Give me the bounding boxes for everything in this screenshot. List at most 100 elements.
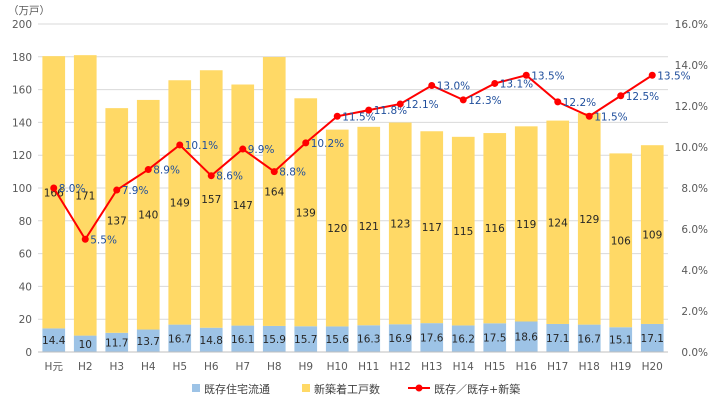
y-left-tick-label: 120 <box>12 150 32 162</box>
x-tick-label: H11 <box>358 361 379 373</box>
bar-existing <box>357 325 381 352</box>
bar-new-construction <box>294 98 318 327</box>
bar-new-construction-label: 116 <box>485 223 505 235</box>
bar-new-construction <box>42 56 66 329</box>
x-tick-label: H16 <box>516 361 538 373</box>
ratio-point <box>554 98 562 106</box>
x-tick-label: H8 <box>267 361 282 373</box>
y-right-tick-label: 2.0% <box>681 306 708 318</box>
y-axis-left: 0 20 40 60 80 100 120 140 160 180 200 <box>12 19 32 359</box>
bar-new-construction-label: 106 <box>611 235 631 247</box>
bar-new-construction <box>262 56 286 326</box>
x-tick-label: H3 <box>109 361 124 373</box>
bar-existing <box>168 324 192 352</box>
bar-existing-label: 16.3 <box>357 334 380 346</box>
ratio-line-path <box>52 74 653 242</box>
ratio-point-label: 11.5% <box>594 111 627 123</box>
ratio-point <box>459 96 467 104</box>
bar-new-construction-label: 140 <box>138 210 158 222</box>
bar-existing <box>262 325 286 352</box>
bar-existing-label: 11.7 <box>105 337 128 349</box>
bar-new-construction-label: 120 <box>327 223 347 235</box>
bar-existing-label: 16.9 <box>389 333 412 345</box>
x-tick-label: H2 <box>78 361 93 373</box>
bar-new-construction-label: 139 <box>296 207 316 219</box>
bar-new-construction-label: 157 <box>201 194 221 206</box>
legend-swatch-ratio-marker <box>415 384 423 392</box>
ratio-point <box>81 235 89 243</box>
ratio-point <box>617 92 625 100</box>
ratio-point-label: 13.5% <box>657 70 690 82</box>
ratio-point <box>113 186 121 194</box>
bar-new-construction-label: 137 <box>107 215 127 227</box>
bar-existing-label: 15.9 <box>263 334 286 346</box>
x-tick-label: H18 <box>579 361 600 373</box>
bar-existing <box>514 321 538 352</box>
bars <box>42 55 664 352</box>
bar-new-construction-label: 117 <box>422 222 442 234</box>
x-tick-label: H15 <box>484 361 505 373</box>
bar-existing <box>546 323 570 352</box>
bar-new-construction <box>105 108 129 333</box>
bar-new-construction <box>640 145 664 324</box>
ratio-point-label: 10.2% <box>311 138 344 150</box>
ratio-point <box>50 184 58 192</box>
ratio-point-label: 8.0% <box>59 183 86 195</box>
legend-label-existing: 既存住宅流通 <box>204 382 270 396</box>
y-left-tick-label: 180 <box>12 52 32 64</box>
ratio-point-label: 8.6% <box>216 171 243 183</box>
y-left-tick-label: 140 <box>12 117 32 129</box>
ratio-point-label: 8.8% <box>279 167 306 179</box>
bar-new-construction-label: 124 <box>548 217 568 229</box>
y-axis-right: 0.0% 2.0% 4.0% 6.0% 8.0% 10.0% 12.0% 14.0% 16.0% <box>675 19 708 359</box>
bar-existing-label: 16.2 <box>452 334 475 346</box>
bar-new-construction <box>73 55 97 336</box>
bar-existing <box>231 325 255 352</box>
bar-existing <box>640 323 664 352</box>
ratio-point <box>396 100 404 108</box>
bar-existing <box>451 325 475 352</box>
bar-existing <box>294 326 318 352</box>
bar-existing <box>73 335 97 352</box>
bar-new-construction <box>483 133 507 324</box>
ratio-point-label: 12.5% <box>626 91 659 103</box>
ratio-point <box>270 168 278 176</box>
ratio-point-label: 12.1% <box>405 99 438 111</box>
bar-new-construction-label: 121 <box>359 221 379 233</box>
bar-new-construction <box>325 129 349 327</box>
bar-new-construction <box>136 99 160 330</box>
bar-existing-label: 14.8 <box>200 335 223 347</box>
ratio-point <box>302 139 310 147</box>
bar-existing-label: 14.4 <box>42 335 66 347</box>
bar-existing-label: 18.6 <box>515 332 539 344</box>
y-right-tick-label: 6.0% <box>681 224 708 236</box>
x-tick-label: H17 <box>547 361 568 373</box>
bar-new-construction <box>577 113 601 325</box>
bar-existing <box>388 324 412 352</box>
bar-new-construction <box>609 153 633 328</box>
legend-swatch-new-construction <box>302 384 310 392</box>
y-right-tick-label: 0.0% <box>681 347 708 359</box>
legend: 既存住宅流通 新築着工戸数 既存／既存+新築 <box>192 382 520 396</box>
y-left-tick-label: 40 <box>19 281 32 293</box>
bar-new-construction <box>514 126 538 322</box>
ratio-point-label: 11.5% <box>342 111 375 123</box>
x-tick-label: H12 <box>390 361 411 373</box>
bar-existing-label: 16.7 <box>168 333 191 345</box>
x-tick-label: H19 <box>610 361 631 373</box>
bar-existing <box>105 332 129 352</box>
ratio-point <box>585 112 593 120</box>
y-left-tick-label: 60 <box>19 249 32 261</box>
ratio-point-label: 8.9% <box>153 165 180 177</box>
y-right-tick-label: 10.0% <box>675 142 708 154</box>
bar-existing-label: 17.1 <box>641 333 664 345</box>
bar-new-construction <box>199 70 223 328</box>
y-right-tick-label: 14.0% <box>675 60 708 72</box>
bar-existing <box>136 329 160 352</box>
bar-existing <box>42 328 66 352</box>
bar-existing-label: 13.7 <box>137 336 160 348</box>
bar-labels: 14.41661017111.713713.714016.714914.8157… <box>42 186 664 350</box>
bar-new-construction-label: 109 <box>642 230 662 242</box>
bar-new-construction <box>168 80 192 325</box>
y-left-tick-label: 0 <box>25 347 32 359</box>
